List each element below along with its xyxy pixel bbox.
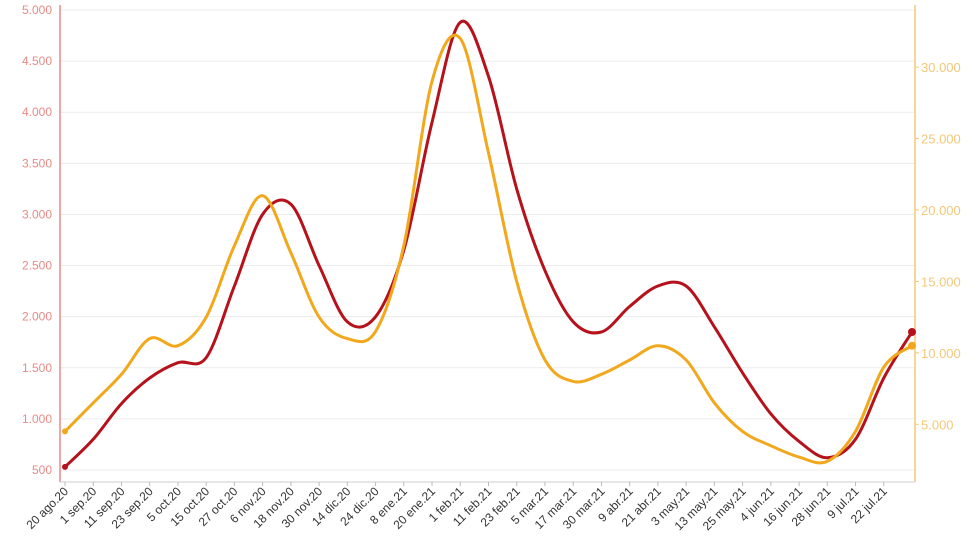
y-left-tick-label: 1.500 [22, 361, 52, 375]
series-end-point-red [908, 328, 916, 336]
y-right-tick-label: 5.000 [921, 417, 954, 432]
series-line-orange [63, 33, 914, 465]
y-right-tick-label: 30.000 [921, 60, 961, 75]
y-left-tick-label: 1.000 [22, 412, 52, 426]
series-line-red [63, 19, 914, 469]
series-end-point-orange [908, 341, 916, 350]
y-left-tick-label: 500 [32, 463, 52, 477]
y-left-tick-label: 3.000 [22, 207, 52, 221]
y-left-tick-label: 4.500 [22, 54, 52, 68]
gridlines [60, 9, 915, 471]
series-start-point-orange [62, 428, 68, 435]
y-right-tick-label: 25.000 [921, 132, 961, 147]
y-left-tick-label: 5.000 [22, 3, 52, 17]
series-start-point-red [62, 463, 68, 470]
series-lines [62, 19, 916, 470]
y-right-tick-label: 10.000 [921, 346, 961, 361]
y-left-tick-label: 4.000 [22, 105, 52, 119]
y-left-tick-label: 3.500 [22, 156, 52, 170]
y-left-tick-label: 2.500 [22, 259, 52, 273]
y-right-tick-label: 15.000 [921, 274, 961, 289]
y-right-tick-label: 20.000 [921, 203, 961, 218]
axes [59, 5, 919, 486]
y-left-tick-label: 2.000 [22, 310, 52, 324]
